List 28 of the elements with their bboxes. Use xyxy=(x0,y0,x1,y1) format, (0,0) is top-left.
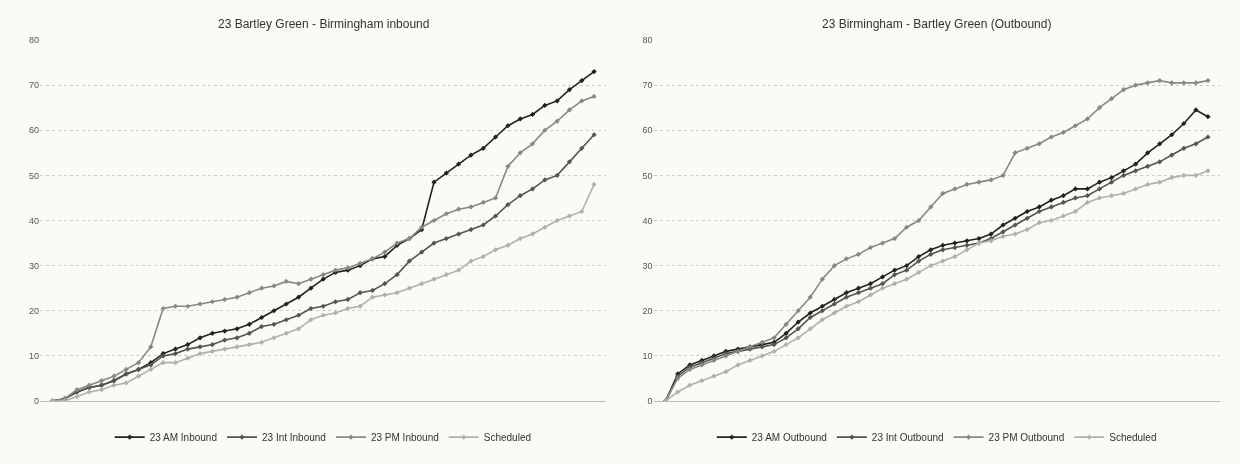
chart-title: 23 Bartley Green - Birmingham inbound xyxy=(218,17,430,31)
legend-label: 23 Int Inbound xyxy=(261,432,326,444)
y-tick-label: 70 xyxy=(28,80,39,91)
legend-label: 23 AM Outbound xyxy=(751,432,827,444)
y-tick-label: 30 xyxy=(642,260,653,271)
y-tick-label: 30 xyxy=(28,260,39,271)
legend-label: Scheduled xyxy=(483,432,532,444)
y-tick-label: 0 xyxy=(647,396,653,407)
legend-label: Scheduled xyxy=(1109,432,1157,444)
y-tick-label: 70 xyxy=(642,80,653,91)
y-tick-label: 40 xyxy=(642,215,653,226)
y-tick-label: 10 xyxy=(28,351,39,362)
legend-label: 23 PM Inbound xyxy=(370,432,439,444)
y-tick-label: 50 xyxy=(642,170,653,181)
y-tick-label: 50 xyxy=(28,170,39,181)
y-tick-label: 20 xyxy=(28,305,39,316)
chart-title: 23 Birmingham - Bartley Green (Outbound) xyxy=(822,17,1052,31)
legend-label: 23 Int Outbound xyxy=(871,432,944,444)
y-tick-label: 40 xyxy=(28,215,39,226)
legend-label: 23 PM Outbound xyxy=(988,432,1065,444)
y-tick-label: 20 xyxy=(642,305,653,316)
y-tick-label: 60 xyxy=(28,125,39,136)
y-tick-label: 10 xyxy=(642,351,653,362)
y-tick-label: 60 xyxy=(642,125,653,136)
y-tick-label: 0 xyxy=(33,396,39,407)
legend-label: 23 AM Inbound xyxy=(149,432,217,444)
y-tick-label: 80 xyxy=(642,35,653,46)
y-tick-label: 80 xyxy=(28,35,39,46)
